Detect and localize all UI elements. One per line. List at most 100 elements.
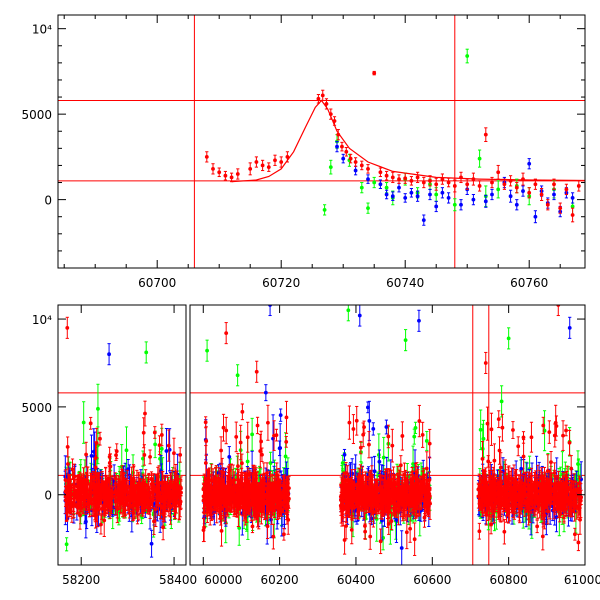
top-series-point xyxy=(353,160,358,164)
bottom-series-point xyxy=(66,462,70,466)
bottom-series-point xyxy=(153,442,158,447)
bottom-series-point xyxy=(269,517,273,522)
bottom-series-point xyxy=(64,503,69,508)
top-series-point xyxy=(570,204,575,209)
top-series-point xyxy=(390,175,395,180)
bottom-series-point xyxy=(119,487,124,492)
bottom-series-point xyxy=(109,501,114,506)
y-tick-label: 10⁴ xyxy=(32,23,52,37)
bottom-series-point xyxy=(152,519,156,524)
bottom-series-point xyxy=(81,495,86,500)
bottom-series-point xyxy=(94,441,99,445)
bottom-series-point xyxy=(161,525,166,530)
bottom-series-point xyxy=(84,452,88,457)
top-series-point xyxy=(254,160,259,164)
top-series-point xyxy=(539,192,544,197)
top-series-point xyxy=(378,170,383,175)
top-series-point xyxy=(409,190,414,195)
top-series-point xyxy=(279,160,284,164)
top-series-point xyxy=(428,192,432,197)
bottom-series-point xyxy=(151,498,155,503)
bottom-series-point xyxy=(263,390,268,395)
top-series-point xyxy=(324,101,329,106)
top-series-point xyxy=(415,175,420,180)
bottom-series-point xyxy=(88,421,93,426)
bottom-series-point xyxy=(91,475,96,480)
bottom-series-point xyxy=(108,464,113,469)
top-series-point xyxy=(273,158,277,163)
bottom-series-point xyxy=(78,513,82,518)
top-series-point xyxy=(552,192,556,197)
top-series-point xyxy=(434,204,439,209)
bottom-series-point xyxy=(118,500,123,505)
bottom-series-point xyxy=(237,526,242,530)
top-series-point xyxy=(328,165,333,170)
bottom-series-point xyxy=(142,453,147,457)
bottom-series-point xyxy=(149,541,154,546)
bottom-series-point xyxy=(240,461,244,466)
top-series-point xyxy=(235,172,240,176)
bottom-series-point xyxy=(178,453,183,457)
top-series-point xyxy=(459,202,463,207)
y-tick-label: 5000 xyxy=(21,108,52,122)
top-series-point xyxy=(332,119,337,123)
bottom-series-point xyxy=(166,443,171,448)
bottom-series-point xyxy=(148,455,152,459)
top-series-point xyxy=(552,182,556,187)
bottom-series-point xyxy=(282,532,286,537)
bottom-series-point xyxy=(150,486,155,491)
top-series-point xyxy=(521,189,525,193)
top-series-point xyxy=(576,184,581,188)
top-series-point xyxy=(409,178,414,183)
bottom-series-point xyxy=(173,501,178,506)
top-series-point xyxy=(415,194,420,199)
top-series-point xyxy=(527,161,532,166)
bottom-series-point xyxy=(149,482,154,486)
bottom-series-point xyxy=(168,503,173,508)
bottom-series-point xyxy=(148,500,153,505)
top-series-point xyxy=(514,185,519,190)
top-series-point xyxy=(335,144,339,149)
top-series-point xyxy=(545,202,550,207)
bottom-series-point xyxy=(99,507,104,511)
top-series-point xyxy=(514,202,519,207)
bottom-series-point xyxy=(123,502,128,507)
top-series-point xyxy=(490,180,494,185)
bottom-series-point xyxy=(179,486,183,491)
top-series-point xyxy=(403,196,408,200)
top-series-point xyxy=(428,178,432,183)
bottom-series-point xyxy=(130,497,135,502)
bottom-series-point xyxy=(152,430,157,435)
top-series-point xyxy=(366,206,370,211)
bottom-series-point xyxy=(64,542,69,547)
bottom-series-point xyxy=(271,534,276,539)
bottom-series-point xyxy=(96,406,100,411)
top-series-point xyxy=(477,156,482,161)
top-series-point xyxy=(260,163,265,168)
bottom-series-point xyxy=(91,484,95,489)
bottom-series-point xyxy=(124,448,129,453)
top-series-point xyxy=(285,154,290,159)
bottom-series-point xyxy=(94,489,99,494)
top-series-point xyxy=(533,182,538,187)
top-series-point xyxy=(471,197,476,202)
bottom-series-point xyxy=(268,461,273,465)
top-series-point xyxy=(344,149,349,154)
bottom-series-point xyxy=(221,425,226,430)
bottom-series-point xyxy=(96,496,101,501)
bottom-series-point xyxy=(107,490,112,495)
bottom-series-point xyxy=(127,490,132,495)
top-series-point xyxy=(521,177,525,182)
top-series-point xyxy=(390,194,395,199)
top-series-point xyxy=(328,112,333,117)
bottom-series-point xyxy=(141,493,146,498)
top-series-point xyxy=(217,170,222,175)
top-series-point xyxy=(223,173,228,178)
bottom-series-point xyxy=(161,494,166,499)
top-series-point xyxy=(471,177,476,182)
bottom-series-point xyxy=(142,496,147,501)
bottom-series-point xyxy=(99,522,103,527)
bottom-series-point xyxy=(81,420,86,425)
bottom-series-point xyxy=(100,482,104,487)
